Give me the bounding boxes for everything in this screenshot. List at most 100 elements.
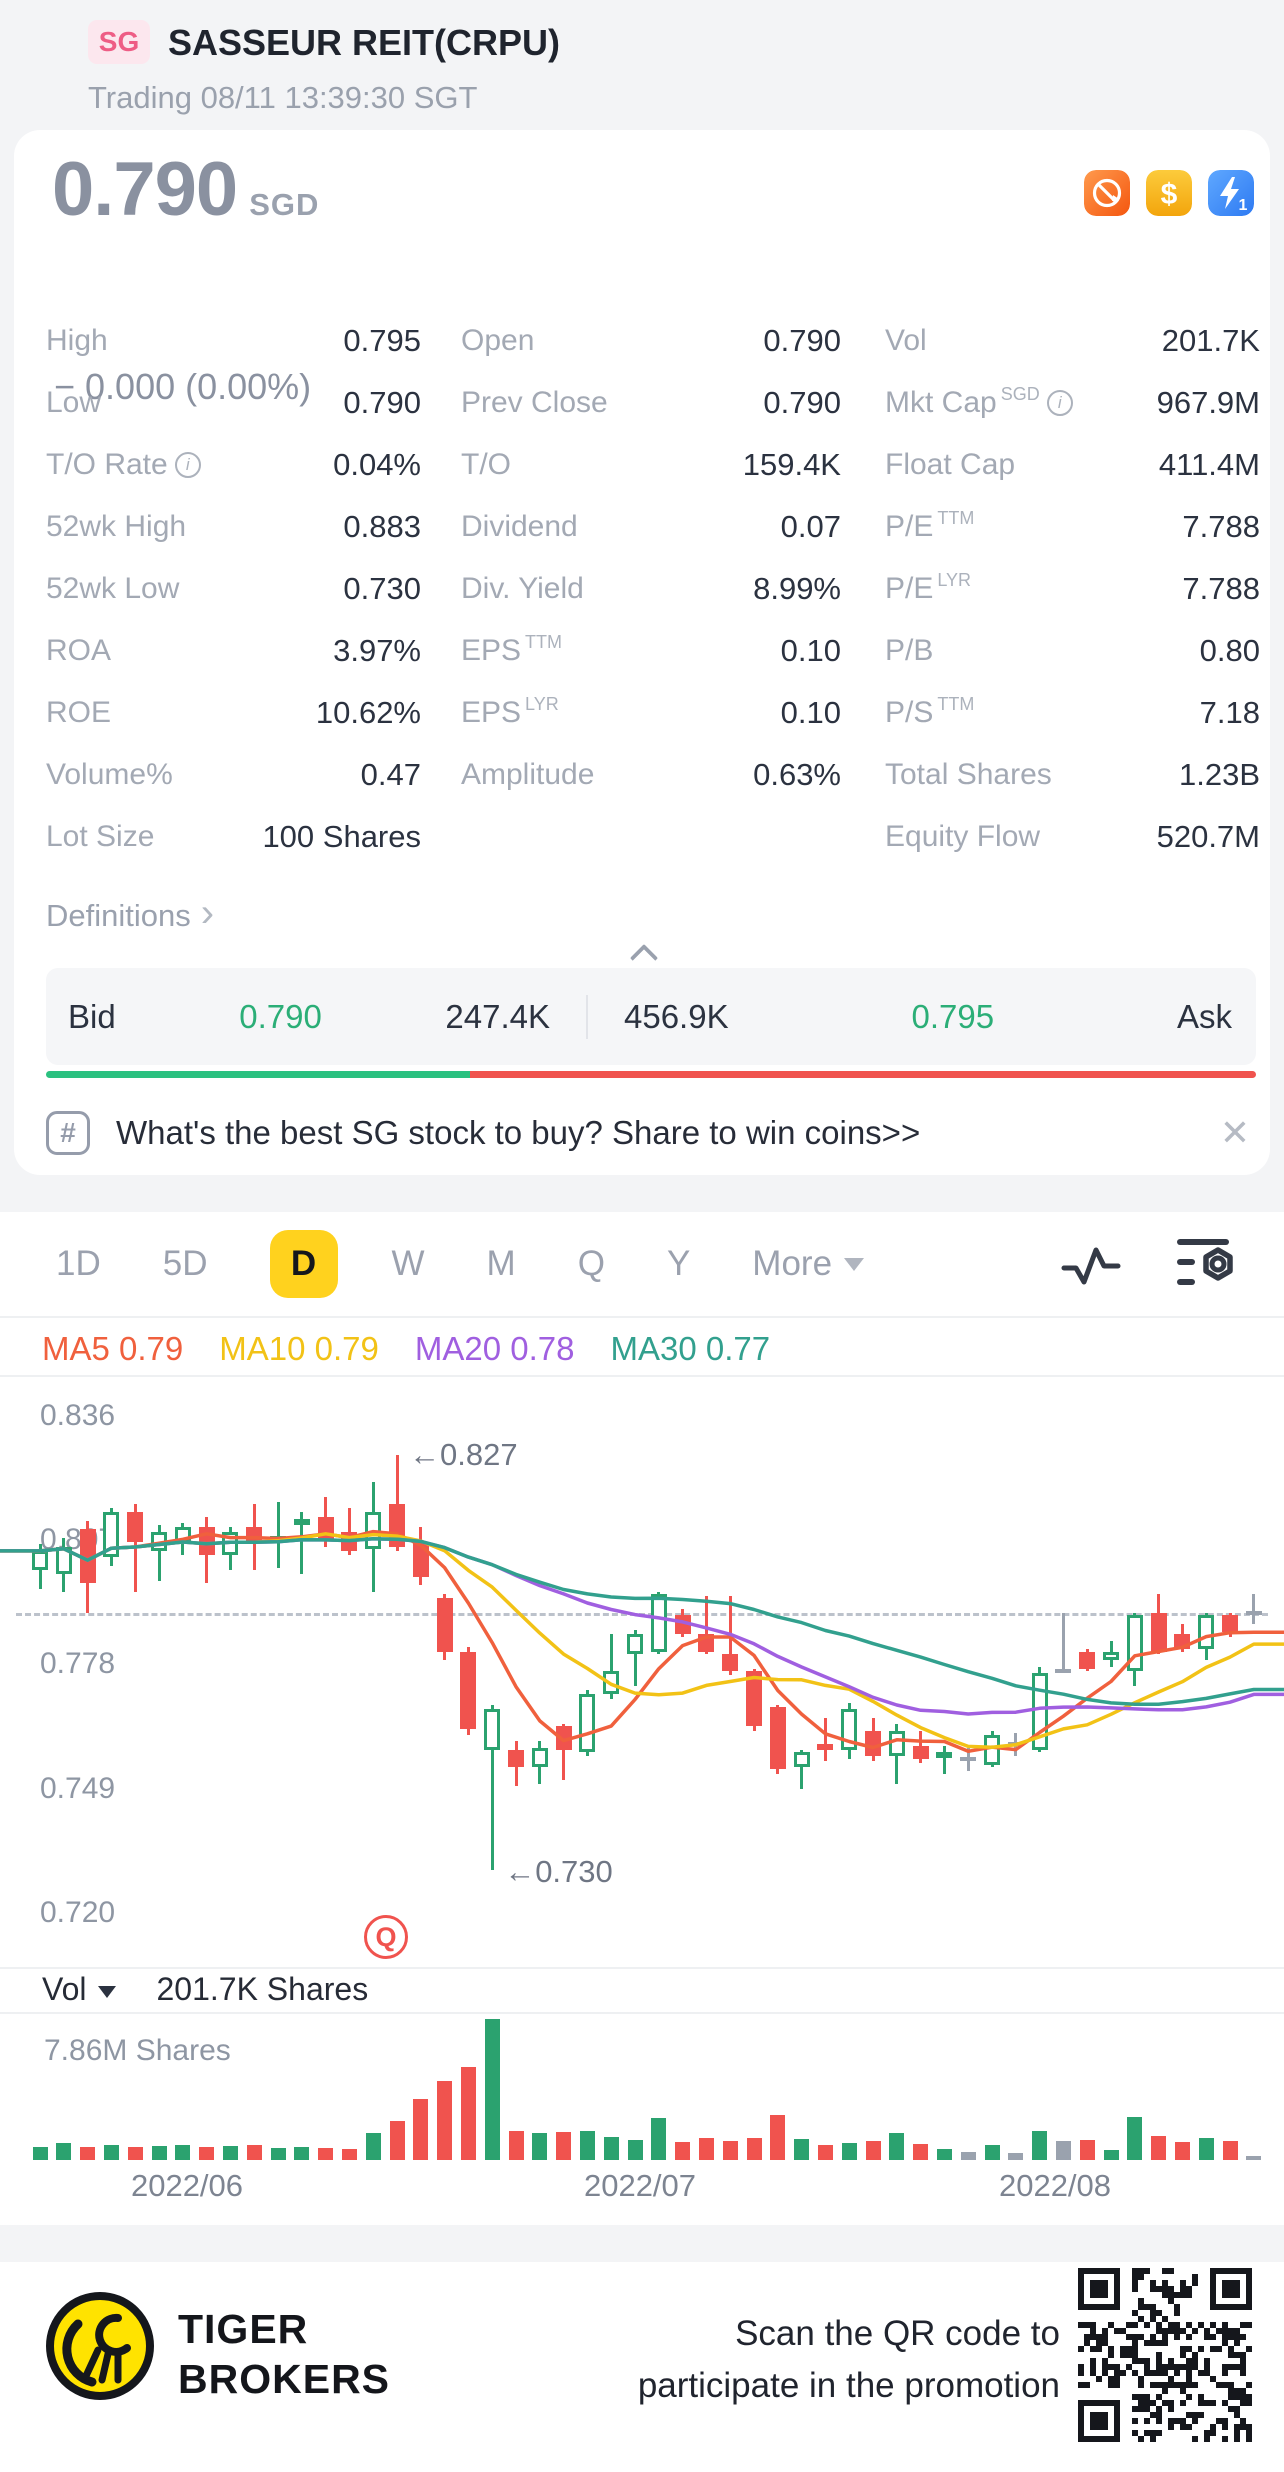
hashtag-icon: # [46, 1111, 90, 1155]
qr-promo-text: Scan the QR code to participate in the p… [637, 2314, 1060, 2405]
candle [1198, 1615, 1215, 1650]
candle [389, 1503, 405, 1547]
quote-card: 0.790 SGD $ 1 − 0.000 (0.00%) High 0.795 Op… [14, 130, 1270, 1175]
stat-value: 0.80 [1199, 633, 1260, 668]
svg-text:$: $ [1161, 178, 1178, 211]
stat-label: T/O [461, 448, 511, 481]
stat-label: Float Cap [885, 448, 1016, 481]
stats-row: High 0.795 Open 0.790 Vol 201.7K [14, 310, 1270, 372]
stat-cell: Lot Size 100 Shares [46, 806, 421, 868]
stat-cell: Dividend 0.07 [461, 496, 841, 558]
stat-cell: EPS LYR 0.10 [461, 682, 841, 744]
volume-bar [913, 2143, 929, 2160]
stat-label: ROE [46, 696, 112, 729]
stat-value: 0.790 [763, 385, 841, 420]
candle [817, 1743, 834, 1751]
volume-bar [127, 2147, 143, 2160]
candle [317, 1516, 334, 1541]
stat-cell: High 0.795 [46, 310, 421, 372]
ask-ratio-segment [469, 1071, 1256, 1078]
stat-label: Volume% [46, 758, 173, 791]
stat-cell: ROE 10.62% [46, 682, 421, 744]
order-book-bar[interactable]: Bid 0.790 247.4K 456.9K 0.795 Ask [46, 968, 1256, 1065]
x-axis-label: 2022/06 [130, 2168, 244, 2203]
no-short-icon[interactable] [1084, 170, 1130, 216]
candle [888, 1730, 905, 1757]
volume-bar [675, 2142, 691, 2160]
candle [912, 1745, 929, 1759]
stat-value: 0.10 [780, 695, 841, 730]
stat-value: 100 Shares [262, 819, 421, 854]
stat-cell: Equity Flow 520.7M [885, 806, 1260, 868]
stat-value: 0.730 [343, 571, 421, 606]
dividend-q-marker[interactable]: Q [364, 1915, 408, 1959]
stat-label: Low [46, 386, 102, 419]
volume-bar [508, 2131, 524, 2160]
info-icon[interactable]: i [1046, 390, 1073, 416]
tab-1d[interactable]: 1D [56, 1244, 101, 1283]
stat-value: 8.99% [753, 571, 841, 606]
stat-label: EPS LYR [461, 693, 559, 730]
promo-footer: TIGER BROKERS Scan the QR code to partic… [0, 2262, 1284, 2472]
tab-y[interactable]: Y [666, 1244, 691, 1283]
stat-cell: T/O Rate i 0.04% [46, 434, 421, 496]
dollar-icon[interactable]: $ [1146, 170, 1192, 216]
stat-label: Equity Flow [885, 820, 1041, 853]
candle [293, 1518, 310, 1525]
x-axis: 2022/06 2022/07 2022/08 [0, 2168, 1284, 2208]
volume-bar [1008, 2152, 1024, 2160]
stat-cell: ROA 3.97% [46, 620, 421, 682]
tab-5d[interactable]: 5D [162, 1244, 208, 1283]
tab-q[interactable]: Q [577, 1244, 605, 1283]
definitions-link[interactable]: Definitions › [46, 891, 215, 935]
candle [698, 1634, 715, 1652]
info-icon[interactable]: i [174, 452, 201, 478]
volume-bar [151, 2146, 167, 2160]
promo-banner[interactable]: # What's the best SG stock to buy? Share… [46, 1100, 1256, 1166]
collapse-chevron-icon[interactable] [634, 942, 658, 966]
candle [674, 1615, 691, 1635]
candle [960, 1756, 977, 1761]
stat-label: P/S TTM [885, 693, 975, 730]
volume-dropdown[interactable]: Vol [42, 1971, 87, 2007]
ma-lines [0, 1529, 1284, 1754]
volume-bar [199, 2147, 215, 2160]
stats-row: T/O Rate i 0.04% T/O 159.4K Float Cap 411.4M [14, 434, 1270, 496]
candle [32, 1550, 48, 1571]
volume-bar [80, 2147, 96, 2160]
volume-bar [651, 2117, 667, 2160]
stat-value: 0.04% [333, 447, 421, 482]
tab-m[interactable]: M [486, 1244, 516, 1283]
volume-bar [960, 2151, 976, 2160]
ma-label-ma10: MA10 0.79 [219, 1330, 379, 1367]
price-chart-pane[interactable]: 0.836 0.807 0.778 0.749 0.720 ←0.827 ←0.730 Q [0, 1378, 1284, 1967]
tab-w[interactable]: W [391, 1244, 425, 1283]
candle-wick [823, 1717, 827, 1761]
lightning-1-icon[interactable]: 1 [1208, 170, 1254, 216]
volume-chart-pane[interactable]: 7.86M Shares [0, 2012, 1284, 2160]
stat-label: Div. Yield [461, 572, 584, 605]
chevron-right-icon: › [200, 891, 215, 935]
y-axis-label: 0.720 [40, 1895, 116, 1929]
tab-d[interactable]: D [269, 1230, 338, 1298]
candle [341, 1531, 358, 1551]
stat-label: Dividend [461, 510, 578, 543]
volume-bar [1198, 2138, 1214, 2160]
candle [436, 1598, 453, 1652]
trading-status: Trading 08/11 13:39:30 SGT [88, 80, 478, 115]
volume-bar [1246, 2155, 1262, 2160]
tab-more[interactable]: More [752, 1244, 865, 1284]
candle [127, 1512, 144, 1543]
last-price: 0.790 SGD [52, 147, 320, 232]
stat-cell: Vol 201.7K [885, 310, 1260, 372]
stat-value: 3.97% [333, 633, 421, 668]
candle-wick [490, 1705, 494, 1870]
volume-bar [437, 2081, 453, 2160]
candle-wick [1061, 1613, 1065, 1673]
indicator-settings-icon[interactable] [1174, 1234, 1240, 1294]
stat-label: Total Shares [885, 758, 1052, 791]
candle [460, 1651, 477, 1729]
close-icon[interactable]: ✕ [1219, 1112, 1250, 1153]
line-chart-icon[interactable] [1060, 1238, 1122, 1290]
ask-size: 456.9K [624, 997, 729, 1035]
